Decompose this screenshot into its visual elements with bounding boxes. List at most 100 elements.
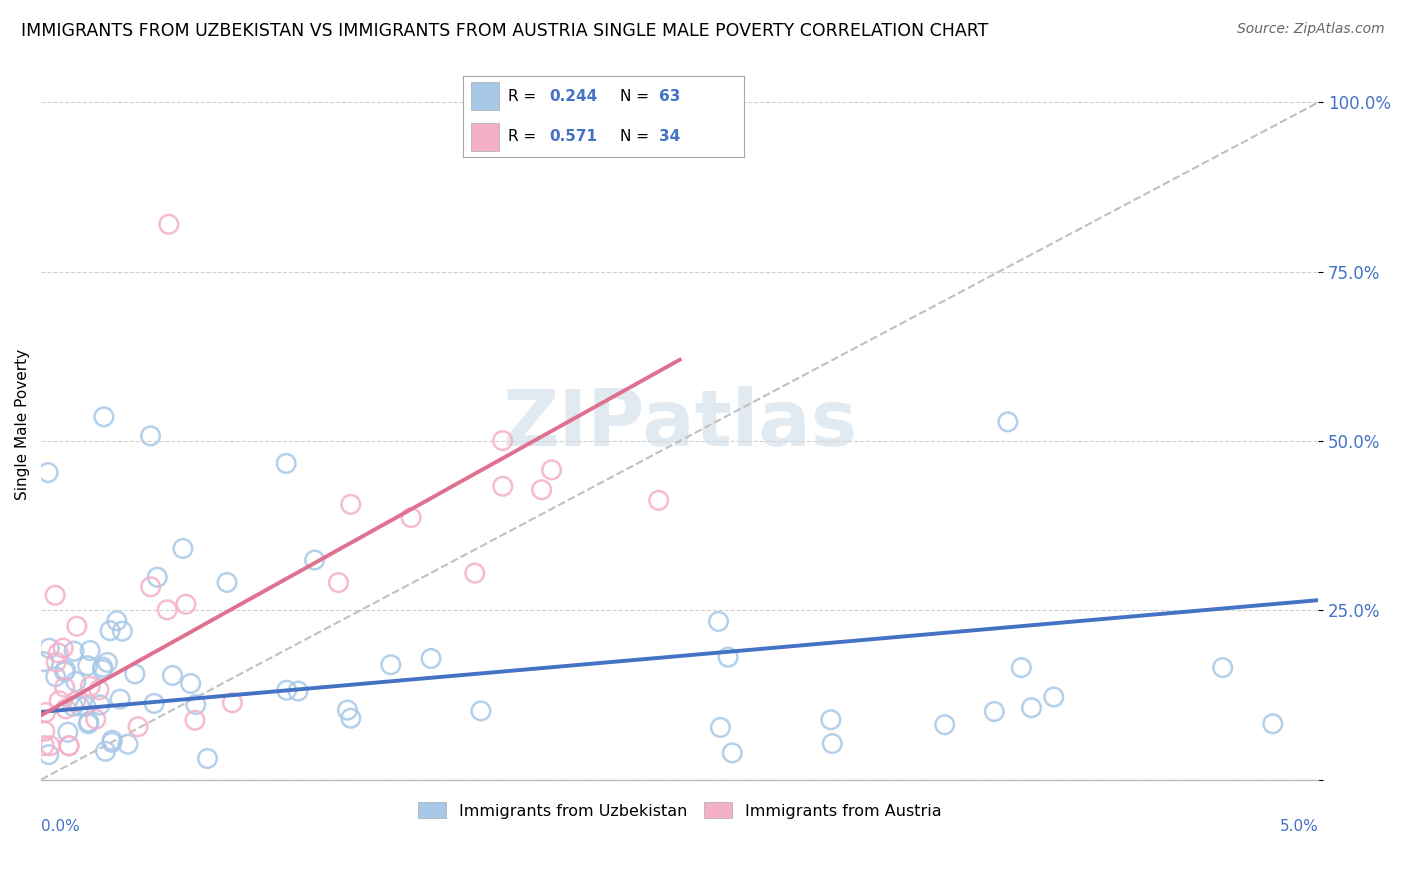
Point (464, 566, 486, 581)
Point (66, 619, 89, 633)
Point (91, 660, 114, 674)
Y-axis label: Single Male Poverty: Single Male Poverty (15, 349, 30, 500)
Point (721, 746, 744, 760)
Point (32, 739, 55, 753)
Point (58, 739, 80, 753)
Point (53, 665, 76, 679)
Point (1261, 716, 1284, 731)
Point (380, 657, 402, 672)
Point (470, 704, 492, 718)
Text: 5.0%: 5.0% (1279, 819, 1319, 834)
Point (101, 735, 124, 749)
Point (77, 716, 100, 731)
Point (304, 553, 326, 567)
Point (276, 456, 298, 470)
Point (1212, 660, 1234, 674)
Point (821, 737, 844, 751)
Point (184, 698, 207, 712)
Point (707, 615, 730, 629)
Point (55, 702, 77, 716)
Point (709, 721, 731, 735)
Point (276, 683, 298, 698)
Point (96, 656, 118, 670)
Point (180, 676, 202, 690)
Point (111, 624, 134, 639)
Point (39, 739, 62, 753)
Point (93, 409, 115, 424)
Point (98, 624, 121, 638)
Text: 0.0%: 0.0% (41, 819, 80, 834)
Point (146, 570, 169, 584)
Point (89, 698, 111, 712)
Point (56, 725, 79, 739)
Point (336, 703, 359, 717)
Point (162, 668, 184, 682)
Point (139, 580, 162, 594)
Text: ZIPatlas: ZIPatlas (502, 386, 858, 462)
Point (65, 674, 87, 689)
Point (76, 658, 98, 673)
Point (55, 663, 77, 677)
Point (87, 682, 110, 697)
Point (38, 747, 60, 762)
Point (143, 697, 166, 711)
Point (540, 463, 562, 477)
Point (156, 603, 179, 617)
Point (34, 706, 56, 720)
Point (221, 696, 243, 710)
Point (62, 699, 84, 714)
Point (491, 434, 513, 448)
Point (108, 692, 131, 706)
Point (105, 614, 128, 628)
Point (139, 429, 162, 443)
Point (1042, 690, 1064, 704)
Point (647, 493, 669, 508)
Point (77, 714, 100, 729)
Point (44, 588, 66, 602)
Point (101, 733, 124, 747)
Point (157, 217, 180, 231)
Point (184, 713, 207, 727)
Point (340, 711, 363, 725)
Point (79, 643, 101, 657)
Point (399, 510, 422, 524)
Point (530, 483, 553, 497)
Point (53, 680, 76, 694)
Point (32, 655, 55, 669)
Point (127, 720, 149, 734)
Point (91, 663, 114, 677)
Point (197, 751, 219, 765)
Point (58, 739, 80, 753)
Point (84, 712, 107, 726)
Point (117, 737, 139, 751)
Point (45, 655, 67, 669)
Point (45, 670, 67, 684)
Point (75, 698, 97, 713)
Text: Source: ZipAtlas.com: Source: ZipAtlas.com (1237, 22, 1385, 37)
Point (124, 666, 146, 681)
Point (174, 597, 197, 611)
Legend: Immigrants from Uzbekistan, Immigrants from Austria: Immigrants from Uzbekistan, Immigrants f… (412, 796, 948, 825)
Point (820, 713, 842, 727)
Point (1010, 660, 1032, 674)
Point (37, 466, 59, 480)
Point (94, 744, 117, 758)
Point (52, 641, 75, 656)
Point (1021, 700, 1043, 714)
Point (934, 717, 956, 731)
Point (328, 575, 350, 590)
Point (34, 724, 56, 739)
Point (717, 650, 740, 665)
Text: IMMIGRANTS FROM UZBEKISTAN VS IMMIGRANTS FROM AUSTRIA SINGLE MALE POVERTY CORREL: IMMIGRANTS FROM UZBEKISTAN VS IMMIGRANTS… (21, 22, 988, 40)
Point (983, 705, 1005, 719)
Point (63, 644, 86, 658)
Point (492, 479, 515, 493)
Point (48, 694, 70, 708)
Point (997, 415, 1019, 429)
Point (69, 698, 91, 713)
Point (79, 679, 101, 693)
Point (420, 651, 443, 665)
Point (215, 575, 238, 590)
Point (339, 497, 361, 511)
Point (287, 684, 309, 698)
